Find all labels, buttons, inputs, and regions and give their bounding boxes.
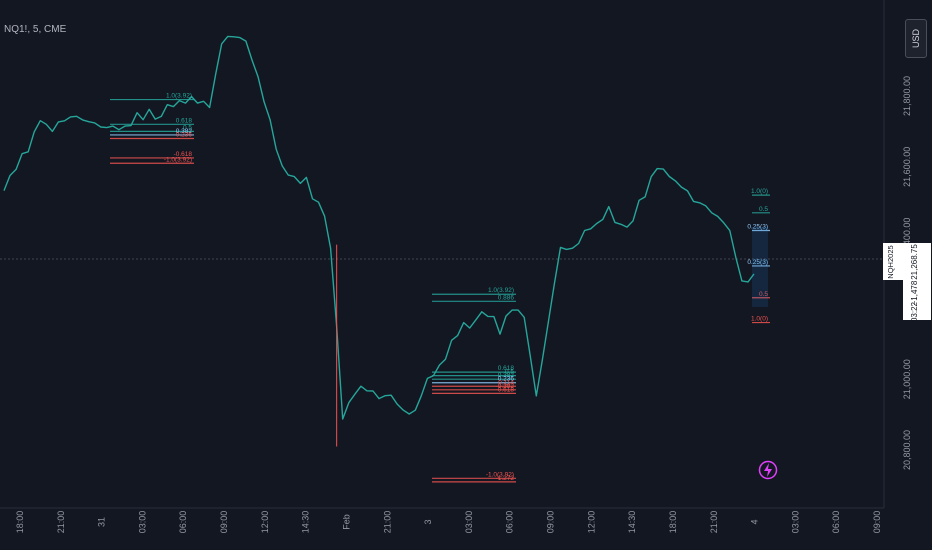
fib-level-label: -1.0(3.92) (486, 471, 514, 478)
fib-level-label: 1.0(3.92) (166, 93, 192, 100)
fib-level-label: 0.114 (498, 379, 514, 386)
fib-level-label: -0.618 (174, 151, 193, 158)
price-tag-change: −1,478 (910, 280, 919, 305)
time-tick-label: 21:00 (382, 511, 392, 534)
time-tick-label: 12:00 (260, 511, 270, 534)
price-tag-symbol-box (883, 243, 903, 280)
fib-level-label: 1.0(0) (751, 188, 768, 195)
time-tick-label: 14:30 (301, 511, 311, 534)
price-tick-label: 21,600.00 (902, 147, 912, 187)
fib-level-label: 0.5 (759, 291, 768, 298)
fib-level-label: 0.382 (176, 128, 193, 135)
time-tick-label: 06:00 (178, 511, 188, 534)
currency-button[interactable]: USD (905, 19, 927, 58)
price-tag-price: 21,268.75 (910, 244, 919, 280)
symbol-label[interactable]: NQ1!, 5, CME (4, 24, 67, 35)
price-axis-ticks[interactable]: 21,800.00 21,600.00 21,400.00 21,000.00 20,8… (902, 76, 912, 470)
price-tag-values-box (903, 243, 931, 320)
time-tick-label: 09:00 (546, 511, 556, 534)
time-tick-label: 06:00 (831, 511, 841, 534)
fib-level-label: 0.25(3) (747, 224, 768, 231)
projection-box (752, 226, 768, 307)
time-tick-label: 18:00 (15, 511, 25, 534)
time-tick-label: 03:00 (790, 511, 800, 534)
price-series-layer (3, 35, 768, 447)
fib-level-label: 1.0(0) (751, 316, 768, 323)
fib-level-label: 0.25(3) (747, 259, 768, 266)
fib-level-label: 0.618 (498, 365, 515, 372)
time-tick-label: 09:00 (872, 511, 882, 534)
time-tick-label: 09:00 (219, 511, 229, 534)
fib-levels-layer: 1.0(3.92)0.6180.50.3820.236-0.618-1.0(3.… (110, 93, 770, 483)
time-tick-label: 21:00 (56, 511, 66, 534)
fib-level-label: -0.382 (496, 383, 515, 390)
fib-level-label: -1.272 (496, 475, 515, 482)
time-tick-label: 03:00 (137, 511, 147, 534)
price-tick-label: 21,800.00 (902, 76, 912, 116)
time-tick-label: Feb (341, 514, 351, 530)
time-tick-label: 31 (97, 517, 107, 527)
fib-level-label: 0.236 (498, 376, 515, 383)
time-axis-ticks[interactable]: 18:00 21:00 31 03:00 06:00 09:00 12:00 14:30 Feb… (15, 511, 882, 534)
price-tick-label: 20,800.00 (902, 430, 912, 470)
time-tick-label: 06:00 (505, 511, 515, 534)
time-tick-label: 3 (423, 519, 433, 524)
fib-level-label: -1.0(3.92) (164, 156, 192, 163)
price-tick-label: 21,400.00 (902, 218, 912, 258)
time-tick-label: 4 (750, 519, 760, 524)
time-tick-label: 18:00 (668, 511, 678, 534)
time-tick-label: 03:00 (464, 511, 474, 534)
fib-level-label: 0.382 (498, 372, 515, 379)
price-tick-label: 21,000.00 (902, 359, 912, 399)
time-tick-label: 21:00 (709, 511, 719, 534)
lightning-bolt-icon[interactable] (758, 460, 778, 480)
fib-level-label: 1.0(3.92) (488, 287, 514, 294)
price-tag-countdown: 03:22 (910, 301, 919, 322)
fib-level-label: 0.618 (176, 117, 193, 124)
fib-level-label: -0.618 (496, 386, 515, 393)
price-tag-symbol: NQH2025 (886, 245, 895, 278)
fib-level-label: 0.5 (759, 206, 768, 213)
time-tick-label: 14:30 (627, 511, 637, 534)
price-line-series (3, 35, 755, 420)
fib-level-label: 0.236 (176, 131, 193, 138)
fib-level-label: 0.5 (505, 369, 514, 376)
fib-level-label: 0.886 (498, 294, 515, 301)
time-tick-label: 12:00 (586, 511, 596, 534)
current-price-tag: NQH2025 21,268.75 −1,478 03:22 (883, 243, 931, 322)
fib-level-label: 0.5 (183, 124, 192, 131)
